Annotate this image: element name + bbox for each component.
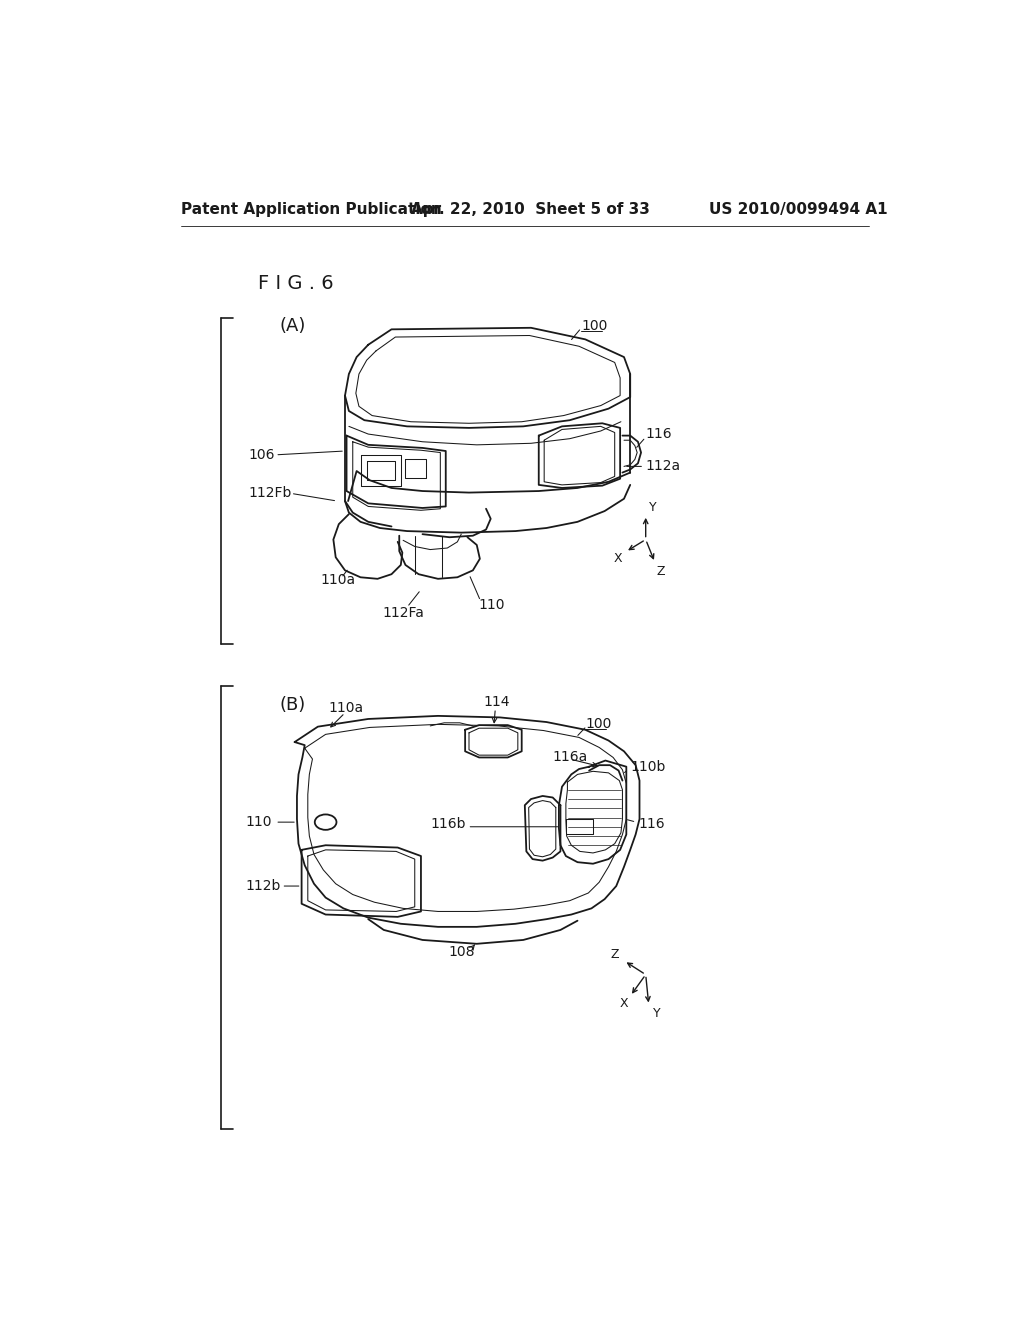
Text: 110: 110 <box>246 816 272 829</box>
Text: 116: 116 <box>646 428 673 441</box>
Text: 114: 114 <box>483 696 510 709</box>
Text: 110b: 110b <box>630 760 666 774</box>
Text: US 2010/0099494 A1: US 2010/0099494 A1 <box>710 202 888 218</box>
Text: 112Fa: 112Fa <box>382 606 424 619</box>
Text: F I G . 6: F I G . 6 <box>258 275 334 293</box>
Text: 108: 108 <box>449 945 474 958</box>
Text: 100: 100 <box>586 717 611 731</box>
Text: Y: Y <box>649 500 656 513</box>
Text: 116: 116 <box>638 817 665 832</box>
Text: 112Fb: 112Fb <box>248 486 292 500</box>
Text: X: X <box>613 552 623 565</box>
Text: 100: 100 <box>582 319 608 333</box>
Text: 116a: 116a <box>553 751 588 764</box>
Text: 112b: 112b <box>246 879 282 894</box>
Text: (B): (B) <box>280 696 305 714</box>
Text: (A): (A) <box>280 317 305 335</box>
Text: Z: Z <box>656 565 665 578</box>
Text: 116b: 116b <box>430 817 466 832</box>
Text: 110a: 110a <box>328 701 364 715</box>
Text: Y: Y <box>653 1007 662 1019</box>
Text: 110: 110 <box>478 598 505 612</box>
Text: Apr. 22, 2010  Sheet 5 of 33: Apr. 22, 2010 Sheet 5 of 33 <box>411 202 650 218</box>
Text: Patent Application Publication: Patent Application Publication <box>180 202 441 218</box>
Text: X: X <box>620 998 629 1010</box>
Text: Z: Z <box>610 948 618 961</box>
Text: 110a: 110a <box>321 573 355 587</box>
Text: 112a: 112a <box>646 459 681 474</box>
Text: 106: 106 <box>248 447 274 462</box>
